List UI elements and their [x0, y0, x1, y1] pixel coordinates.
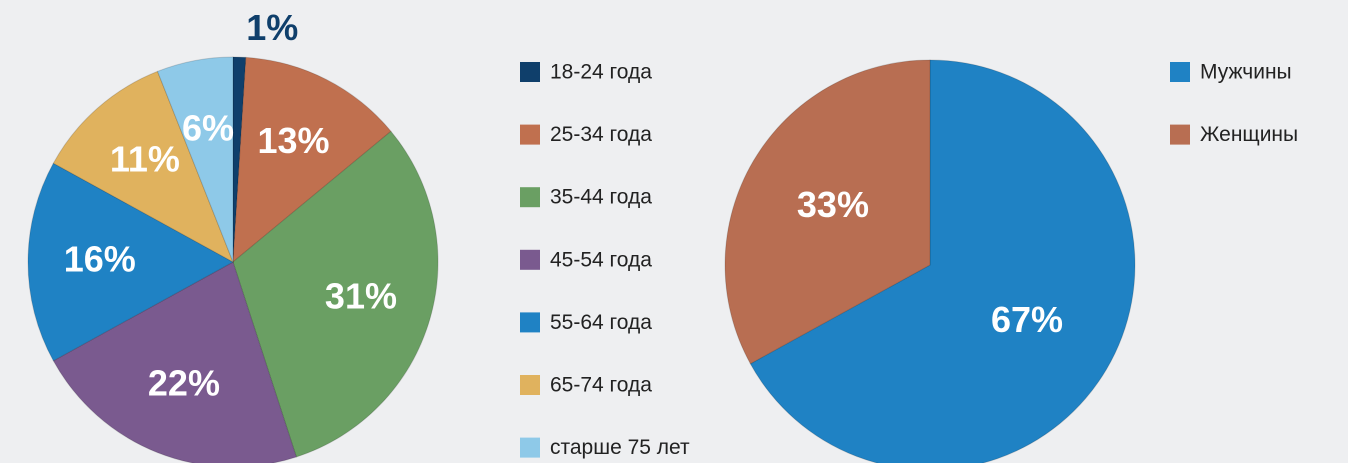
data-label: 13%	[257, 120, 329, 161]
data-label: 33%	[797, 184, 869, 225]
legend-label: 45-54 года	[550, 248, 652, 271]
legend-label: 55-64 года	[550, 311, 652, 334]
legend-swatch	[520, 249, 540, 270]
pie-slice	[156, 56, 234, 263]
pie-slice	[749, 59, 1136, 463]
legend-label: 35-44 года	[550, 186, 652, 209]
legend-swatch	[1170, 62, 1190, 82]
legend-label: старше 75 лет	[550, 436, 690, 459]
pie-slice	[52, 70, 234, 264]
legend-label: 18-24 года	[550, 61, 652, 84]
pie-slice	[724, 59, 931, 365]
pie-slice	[27, 162, 235, 362]
data-label: 1%	[246, 7, 298, 48]
legend-label: Женщины	[1200, 123, 1298, 146]
legend-swatch	[1170, 124, 1190, 145]
legend-swatch	[520, 437, 540, 458]
data-label: 31%	[325, 276, 397, 317]
legend-label: Мужчины	[1200, 61, 1292, 84]
data-label: 11%	[110, 139, 180, 180]
pie-slice	[232, 56, 392, 264]
legend-label: 25-34 года	[550, 123, 652, 146]
data-label: 67%	[991, 299, 1063, 340]
legend-swatch	[520, 187, 540, 208]
pie-slice	[232, 130, 439, 458]
data-label: 16%	[64, 239, 136, 280]
legend-swatch	[520, 62, 540, 82]
pie-slice	[52, 261, 297, 463]
legend-swatch	[520, 124, 540, 145]
legend-label: 65-74 года	[550, 374, 652, 397]
legend-swatch	[520, 312, 540, 333]
legend-swatch	[520, 375, 540, 395]
data-label: 22%	[148, 362, 220, 403]
pie-slice	[232, 56, 247, 263]
data-label: 6%	[182, 108, 234, 149]
